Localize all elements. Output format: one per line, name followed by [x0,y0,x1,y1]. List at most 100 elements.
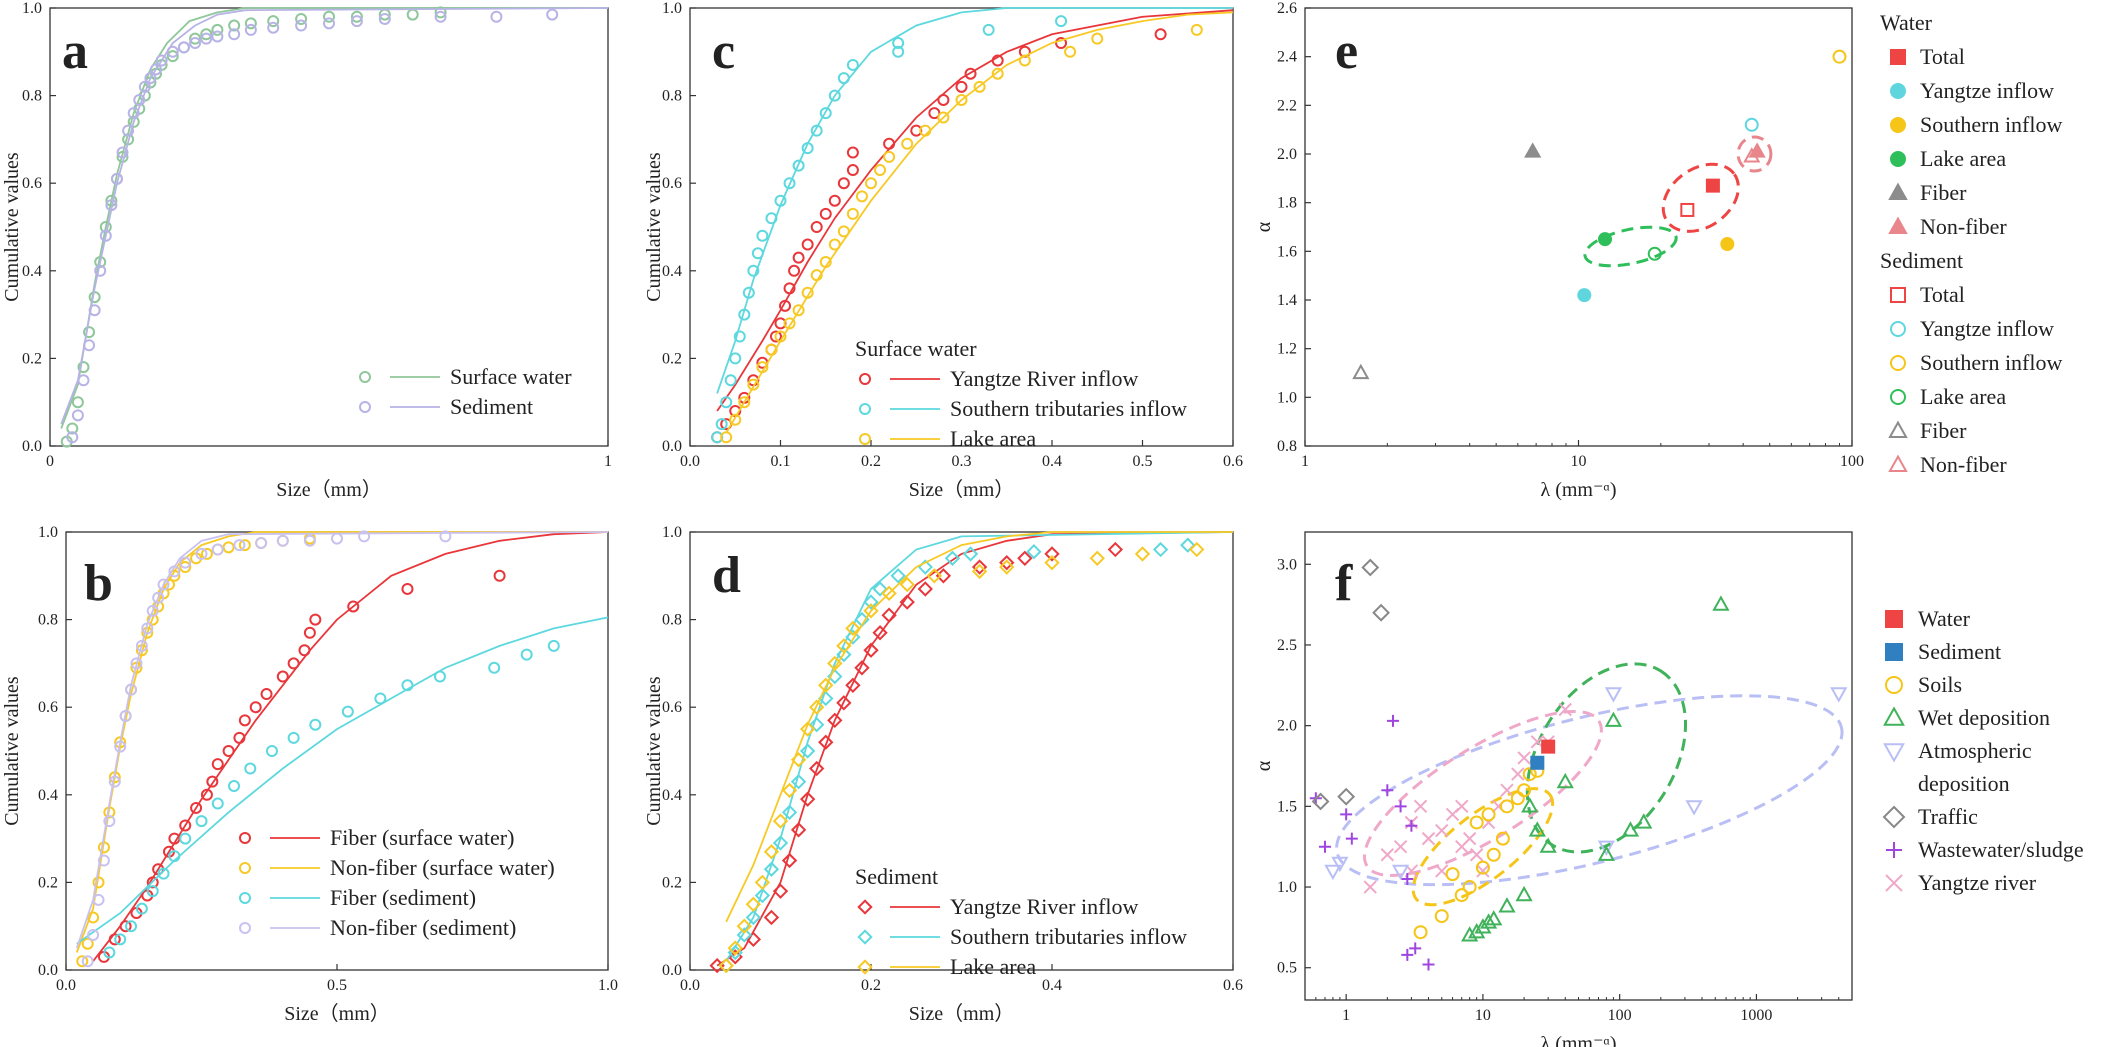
data-point [189,37,202,50]
data-point [92,876,105,889]
data-point [1134,546,1151,562]
data-point [828,194,841,207]
data-point [971,559,988,575]
data-point [547,639,560,652]
legend-label: Non-fiber [1920,214,2007,239]
y-tick-label: 0.6 [22,175,42,192]
legend-label: Wastewater/sludge [1918,837,2084,862]
data-point [88,304,101,317]
data-point [1394,800,1407,813]
y-tick-label: 0.4 [22,263,42,280]
data-point [1413,925,1428,940]
data-point [790,752,807,768]
data-point [1413,799,1428,814]
data-point [836,638,852,654]
data-point [341,705,354,718]
y-tick-label: 0.2 [38,874,58,891]
data-point [347,600,360,613]
legend-label-line: deposition [1918,771,2010,796]
legend-label: Soils [1918,672,1962,697]
data-point [799,743,816,759]
data-point [287,657,300,670]
data-point [157,867,170,880]
data-point [66,422,79,435]
series-c-2 [720,11,1234,444]
data-point [964,67,977,80]
data-point [1476,864,1490,878]
data-point [189,32,202,45]
data-point [1598,232,1613,247]
x-tick-label: 0.4 [1042,453,1062,470]
data-point [135,902,148,915]
legend-label: Southern tributaries inflow [950,396,1187,421]
data-point [146,613,159,626]
data-point [138,80,151,93]
data-point [890,568,906,584]
data-point [1461,926,1479,942]
data-point [1340,808,1353,821]
data-point [119,920,132,933]
data-point [1597,840,1616,856]
legend-label: Fiber (surface water) [330,825,514,850]
panel-letter: d [712,547,741,604]
data-point [77,361,90,374]
data-point [819,107,832,120]
data-point [303,626,316,639]
data-point [200,28,213,41]
y-axis-label: Cumulative values [1,152,23,302]
x-axis-label: Size（mm） [909,1002,1015,1025]
plot-frame-f [1304,531,1853,1001]
data-point [837,177,850,190]
data-point [738,396,751,409]
data-point [792,304,805,317]
data-point [211,30,224,43]
axes-e: 1 10 100 0.8 1.0 1.2 1.4 1.6 1.8 2.0 2.2 2.4 2.6 λ (m… [1253,0,2062,501]
data-point [1393,839,1408,854]
cluster-ellipse [1411,787,1555,907]
data-point [81,937,94,950]
data-point [1720,237,1735,252]
data-point [378,12,391,25]
x-tick-label: 1000 [1740,1007,1772,1024]
x-tick-label: 0.2 [861,453,881,470]
data-point [1539,837,1557,853]
data-point [401,679,414,692]
data-point [955,80,968,93]
y-tick-label: 0.8 [22,88,42,105]
data-point [433,670,446,683]
data-point [1345,832,1358,845]
data-point [1018,54,1031,67]
data-point [736,927,752,943]
data-point [1064,45,1077,58]
data-point [783,282,796,295]
x-axis-label: Size（mm） [276,478,382,501]
data-point [179,561,192,574]
data-point [715,418,728,431]
data-point [828,238,841,251]
data-point [1511,767,1525,781]
y-tick-label: 1.6 [1277,243,1297,260]
y-tick-label: 2.4 [1277,49,1297,66]
data-point [1832,49,1847,64]
legend-label: Water [1918,606,1971,631]
data-point [973,80,986,93]
data-point [1743,147,1761,163]
data-point [146,876,159,889]
axes-f: 1 10 100 1000 0.5 1.0 1.5 2.0 2.5 3.0 λ (mm⁻ᵅ) α f Wa… [1253,531,2084,1047]
data-point [901,137,914,150]
data-point [88,291,101,304]
data-point [295,19,308,32]
data-point [1485,910,1503,926]
data-point [745,909,762,926]
data-point [122,124,135,137]
data-point [260,688,273,701]
data-point [168,565,181,578]
data-point [801,286,814,299]
data-point [729,413,742,426]
data-point [244,762,257,775]
legend-label: Lake area [1920,384,2006,409]
data-point [1380,848,1395,862]
data-point [331,532,343,545]
data-point [114,740,127,753]
data-point [756,229,769,242]
